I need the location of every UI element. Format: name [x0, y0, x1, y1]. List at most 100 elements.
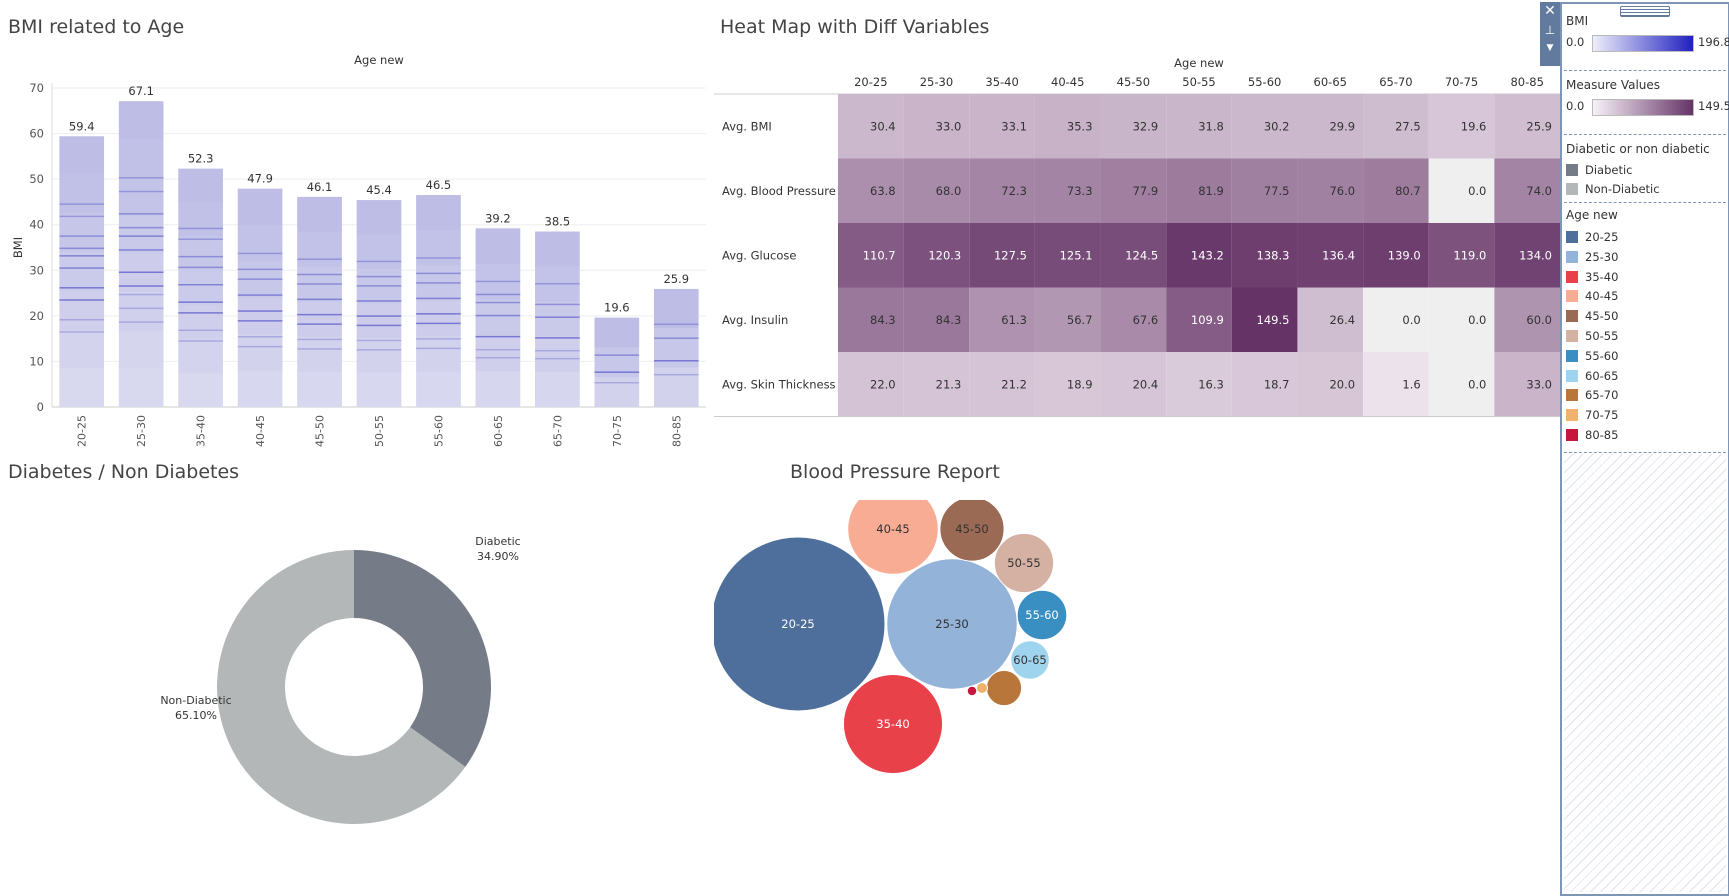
cell-label: 19.6	[1461, 119, 1487, 133]
cell-label: 29.9	[1329, 119, 1355, 133]
cell-label: 32.9	[1133, 119, 1159, 133]
bar-stripe	[118, 249, 164, 251]
bar-stripe	[237, 345, 283, 348]
legend-divider	[1564, 452, 1726, 453]
legend-item-diabetic[interactable]: Diabetic	[1566, 161, 1633, 179]
heat-cell	[969, 287, 1035, 352]
column-header: 20-25	[854, 75, 887, 89]
cell-label: 20.4	[1133, 377, 1159, 391]
bar-segment	[356, 234, 402, 270]
bar-stripe	[118, 235, 164, 237]
bar-stripe	[535, 303, 580, 306]
bar-stripe	[356, 315, 402, 317]
legend-item-age-80-85[interactable]: 80-85	[1566, 426, 1618, 444]
bar-group-50-55	[356, 200, 402, 407]
bar-stripe	[416, 313, 461, 315]
legend-item-age-20-25[interactable]: 20-25	[1566, 228, 1618, 246]
cell-label: 0.0	[1402, 313, 1420, 327]
cell-label: 68.0	[936, 184, 962, 198]
close-icon[interactable]: ✕	[1544, 3, 1556, 19]
legend-divider	[1564, 134, 1726, 135]
dropdown-icon[interactable]: ▼	[1546, 43, 1554, 53]
cell-label: 77.5	[1264, 184, 1290, 198]
y-tick-label: 50	[29, 172, 44, 186]
bar-stripe	[416, 272, 461, 275]
bubble-35-40	[842, 673, 944, 775]
legend-label: 35-40	[1585, 269, 1619, 284]
heat-cell	[1231, 352, 1298, 417]
legend-item-age-40-45[interactable]: 40-45	[1566, 287, 1618, 305]
bar-segment	[475, 299, 521, 336]
donut-slice-diabetic	[354, 550, 491, 767]
bar-segment	[297, 301, 342, 337]
cell-label: 33.1	[1001, 119, 1027, 133]
heat-cell	[1494, 158, 1560, 223]
legend-item-age-55-60[interactable]: 55-60	[1566, 347, 1618, 365]
x-tick-label: 55-60	[432, 415, 445, 447]
bmi-bar-chart: Age new BMI 0 10 20 30 40 50 60 70 59.4 20-25 67.1 25…	[11, 53, 706, 447]
heat-cell	[1363, 352, 1429, 417]
heat-cell	[969, 223, 1035, 288]
legend-item-age-25-30[interactable]: 25-30	[1566, 248, 1618, 266]
legend-toolbar[interactable]: ✕ ⊥ ▼	[1540, 2, 1560, 66]
bubble-45-50	[939, 500, 1005, 562]
cell-label: 110.7	[863, 248, 896, 262]
bubble-60-65	[1010, 640, 1050, 680]
heat-cell	[1231, 223, 1298, 288]
pin-icon[interactable]: ⊥	[1544, 23, 1556, 37]
legend-item-age-60-65[interactable]: 60-65	[1566, 367, 1618, 385]
bar-stripe	[178, 301, 223, 303]
x-tick-label: 25-30	[135, 415, 148, 447]
heat-cell	[903, 223, 970, 288]
bar-stripe	[653, 373, 699, 376]
heat-cell	[1166, 94, 1232, 159]
bar-stripe	[356, 260, 402, 263]
cell-label: 33.0	[936, 119, 962, 133]
bubble-label: 45-50	[955, 522, 988, 536]
bubble-40-45	[847, 500, 939, 575]
diabetic-legend-title: Diabetic or non diabetic	[1566, 142, 1710, 156]
y-tick-label: 40	[29, 218, 44, 232]
column-header: 70-75	[1445, 75, 1478, 89]
bar-segment	[178, 270, 223, 305]
heat-cell	[1428, 158, 1495, 223]
legend-item-non-diabetic[interactable]: Non-Diabetic	[1566, 180, 1660, 198]
data-label: 59.4	[69, 119, 95, 133]
heat-cell	[903, 287, 970, 352]
bar-stripe	[118, 213, 164, 215]
x-tick-label: 45-50	[314, 415, 327, 447]
bubble-label: 20-25	[781, 617, 814, 631]
bar-stripe	[297, 273, 342, 276]
drag-handle-icon[interactable]	[1620, 6, 1670, 17]
bar-stripe	[237, 310, 283, 312]
legend-swatch	[1566, 164, 1578, 176]
bar-segment	[59, 213, 105, 253]
cell-label: 139.0	[1388, 248, 1421, 262]
mv-ramp-max: 149.5	[1698, 99, 1729, 113]
cell-label: 21.3	[936, 377, 962, 391]
bar-segment	[237, 188, 283, 226]
legend-label: 80-85	[1585, 428, 1619, 442]
bar-segment	[416, 195, 461, 231]
bar-group-45-50	[297, 196, 342, 407]
legend-item-age-50-55[interactable]: 50-55	[1566, 327, 1618, 345]
heat-cell	[1363, 287, 1429, 352]
cell-label: 136.4	[1322, 248, 1355, 262]
bar-segment	[237, 334, 283, 371]
cell-label: 119.0	[1453, 248, 1486, 262]
heat-cell	[1363, 158, 1429, 223]
bmi-legend-title: BMI	[1566, 14, 1589, 28]
heat-cell	[903, 158, 970, 223]
heat-cell	[1231, 287, 1298, 352]
bar-group-25-30	[118, 101, 164, 408]
column-header: 55-60	[1248, 75, 1281, 89]
legend-item-age-45-50[interactable]: 45-50	[1566, 307, 1618, 325]
legend-item-age-35-40[interactable]: 35-40	[1566, 268, 1618, 286]
bar-stripe	[594, 381, 640, 384]
legend-item-age-70-75[interactable]: 70-75	[1566, 406, 1618, 424]
legend-item-age-65-70[interactable]: 65-70	[1566, 386, 1618, 404]
donut-slice-non-diabetic	[216, 550, 466, 824]
bar-segment	[178, 338, 223, 373]
bar-stripe	[594, 371, 640, 373]
column-header: 25-30	[920, 75, 953, 89]
